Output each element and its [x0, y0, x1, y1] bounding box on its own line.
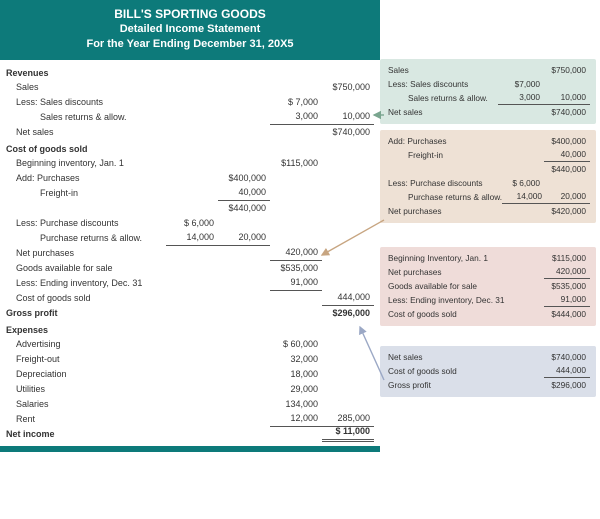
- line-purchase-returns: Purchase returns & allow. 14,000 20,000: [6, 231, 374, 246]
- footer-bar: [0, 446, 380, 452]
- page: BILL'S SPORTING GOODS Detailed Income St…: [0, 0, 600, 519]
- line-advertising: Advertising $ 60,000: [6, 337, 374, 352]
- panel-gross-profit: Net sales$740,000 Cost of goods sold444,…: [380, 346, 596, 397]
- line-goods-available: Goods available for sale $535,000: [6, 261, 374, 276]
- line-less-sales-discounts: Less: Sales discounts $ 7,000: [6, 95, 374, 110]
- line-sales: Sales $750,000: [6, 80, 374, 95]
- panel-net-purchases: Add: Purchases$400,000 Freight-in40,000 …: [380, 130, 596, 223]
- statement-header: BILL'S SPORTING GOODS Detailed Income St…: [0, 0, 380, 60]
- line-net-sales: Net sales $740,000: [6, 125, 374, 140]
- panel-net-sales: Sales$750,000 Less: Sales discounts$7,00…: [380, 59, 596, 124]
- statement-title: Detailed Income Statement: [4, 22, 376, 37]
- line-less-ending-inventory: Less: Ending inventory, Dec. 31 91,000: [6, 276, 374, 291]
- statement-period: For the Year Ending December 31, 20X5: [4, 37, 376, 52]
- company-name: BILL'S SPORTING GOODS: [4, 6, 376, 22]
- line-less-purchase-discounts: Less: Purchase discounts $ 6,000: [6, 216, 374, 231]
- line-add-purchases: Add: Purchases $400,000: [6, 171, 374, 186]
- line-beginning-inventory: Beginning inventory, Jan. 1 $115,000: [6, 156, 374, 171]
- line-freight-subtotal: $440,000: [6, 201, 374, 216]
- line-depreciation: Depreciation 18,000: [6, 367, 374, 382]
- line-cost-goods-sold: Cost of goods sold 444,000: [6, 291, 374, 306]
- line-net-purchases: Net purchases 420,000: [6, 246, 374, 261]
- side-panels: Sales$750,000 Less: Sales discounts$7,00…: [380, 0, 600, 519]
- line-net-income: Net income $ 11,000: [6, 427, 374, 442]
- line-freight-in: Freight-in 40,000: [6, 186, 374, 201]
- panel-cogs: Beginning Inventory, Jan. 1$115,000 Net …: [380, 247, 596, 326]
- statement-body: Revenues Sales $750,000 Less: Sales disc…: [0, 60, 380, 444]
- cogs-heading: Cost of goods sold: [6, 144, 374, 154]
- line-salaries: Salaries 134,000: [6, 397, 374, 412]
- line-utilities: Utilities 29,000: [6, 382, 374, 397]
- line-gross-profit: Gross profit $296,000: [6, 306, 374, 321]
- line-sales-returns: Sales returns & allow. 3,000 10,000: [6, 110, 374, 125]
- line-rent: Rent 12,000 285,000: [6, 412, 374, 427]
- line-freight-out: Freight-out 32,000: [6, 352, 374, 367]
- revenues-heading: Revenues: [6, 68, 374, 78]
- income-statement: BILL'S SPORTING GOODS Detailed Income St…: [0, 0, 380, 519]
- expenses-heading: Expenses: [6, 325, 374, 335]
